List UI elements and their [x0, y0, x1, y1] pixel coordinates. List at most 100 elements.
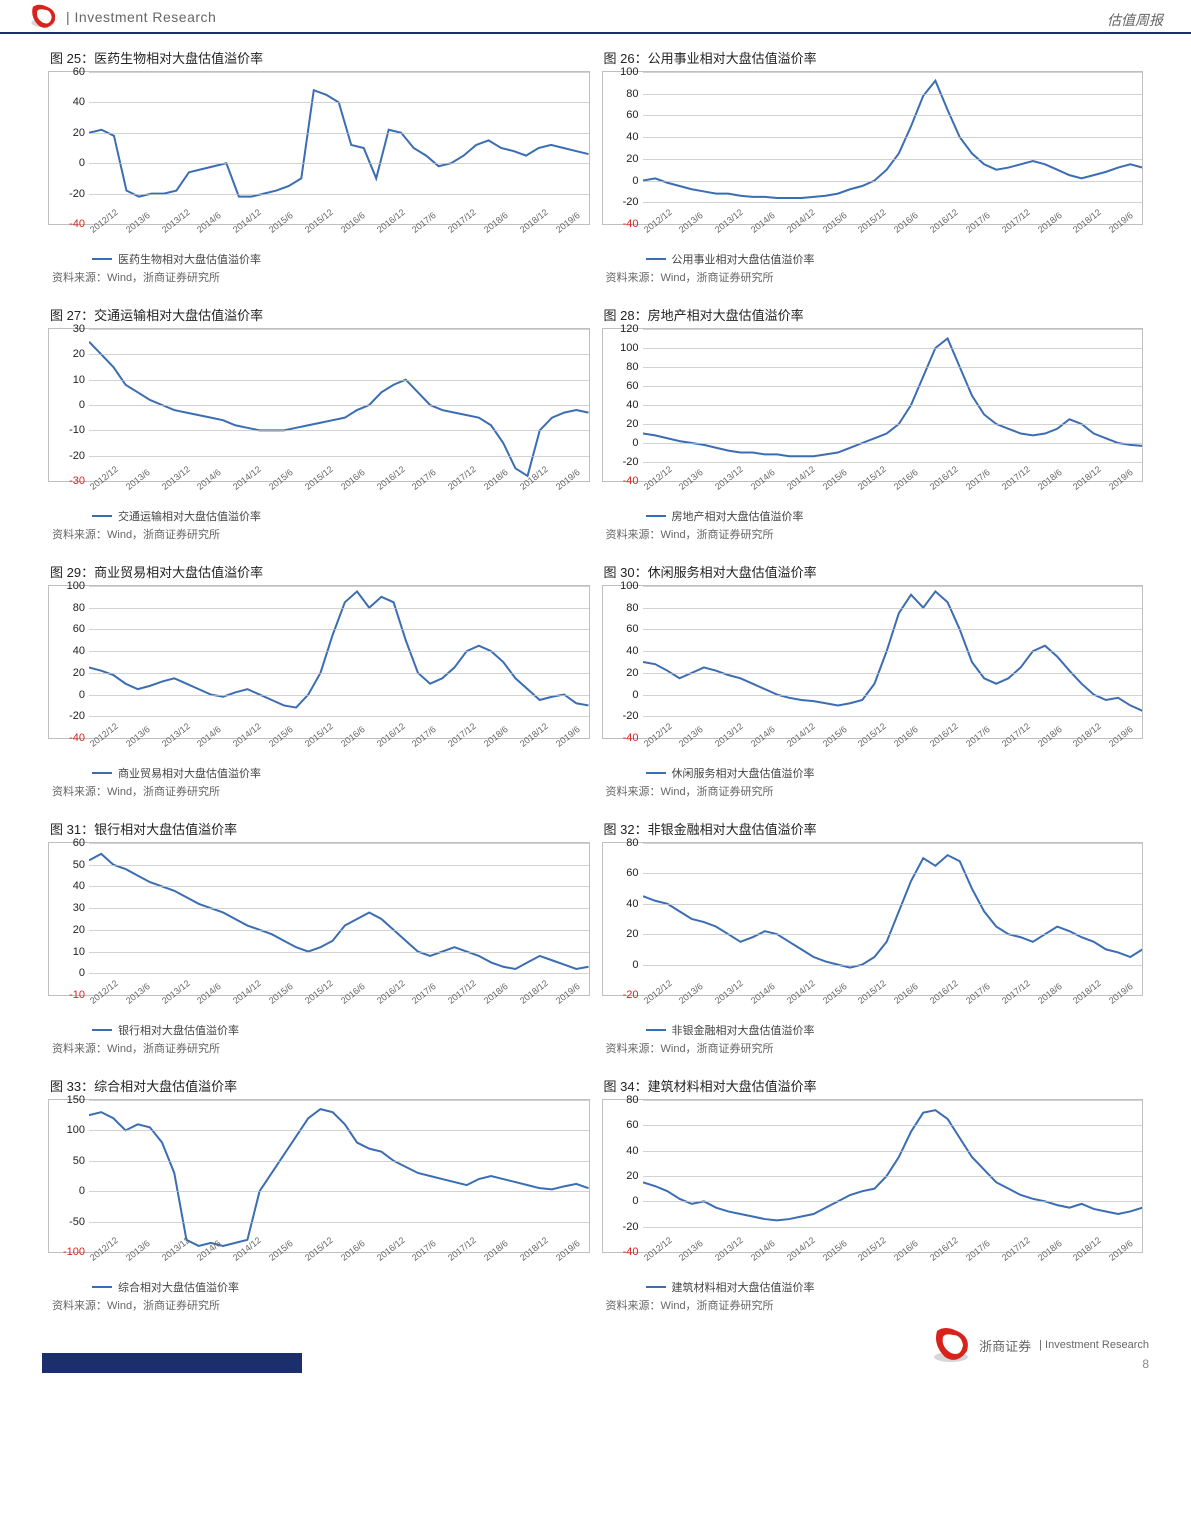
grid-line [89, 72, 589, 73]
grid-line [643, 1100, 1143, 1101]
y-tick-label: 0 [79, 1185, 85, 1197]
y-tick-label: -20 [623, 196, 639, 208]
y-tick-label: 60 [626, 867, 638, 879]
chart-frame: 100806040200-20-40 [602, 585, 1144, 739]
chart-legend: 医药生物相对大盘估值溢价率 [92, 251, 590, 267]
grid-line [643, 115, 1143, 116]
y-tick-label: -30 [69, 475, 85, 487]
grid-line [643, 1201, 1143, 1202]
footer-research: | Investment Research [1039, 1339, 1149, 1351]
legend-label: 房地产相对大盘估值溢价率 [672, 508, 804, 524]
chart-source: 资料来源：Wind，浙商证券研究所 [52, 269, 590, 285]
content-area: 图 25：医药生物相对大盘估值溢价率6040200-20-402012/1220… [0, 34, 1191, 1343]
y-tick-label: 40 [626, 131, 638, 143]
y-tick-label: -40 [69, 218, 85, 230]
y-tick-label: 80 [626, 88, 638, 100]
grid-line [643, 843, 1143, 844]
y-tick-label: 60 [73, 66, 85, 78]
chart-frame: 100806040200-20-40 [48, 585, 590, 739]
grid-line [643, 159, 1143, 160]
grid-line [89, 194, 589, 195]
chart-frame: 806040200-20 [602, 842, 1144, 996]
chart-frame: 6040200-20-40 [48, 71, 590, 225]
grid-line [643, 386, 1143, 387]
x-axis: 2012/122013/62013/122014/62014/122015/62… [642, 225, 1144, 249]
header-title: | Investment Research [66, 9, 216, 25]
grid-line [643, 348, 1143, 349]
chart-source: 资料来源：Wind，浙商证券研究所 [606, 526, 1144, 542]
y-tick-label: 40 [73, 880, 85, 892]
grid-line [643, 94, 1143, 95]
grid-line [643, 934, 1143, 935]
grid-line [89, 329, 589, 330]
footer-branding: 浙商证券 | Investment Research [931, 1327, 1149, 1363]
chart-source: 资料来源：Wind，浙商证券研究所 [52, 1040, 590, 1056]
y-tick-label: -20 [69, 188, 85, 200]
y-tick-label: 40 [626, 1145, 638, 1157]
chart-legend: 非银金融相对大盘估值溢价率 [646, 1022, 1144, 1038]
chart-title: 图 29：商业贸易相对大盘估值溢价率 [48, 562, 590, 581]
x-axis: 2012/122013/62013/122014/62014/122015/62… [642, 996, 1144, 1020]
chart-cell: 图 29：商业贸易相对大盘估值溢价率100806040200-20-402012… [42, 562, 596, 815]
y-axis: 806040200-20 [603, 843, 643, 995]
y-axis: 3020100-10-20-30 [49, 329, 89, 481]
x-axis: 2012/122013/62013/122014/62014/122015/62… [642, 739, 1144, 763]
legend-swatch [92, 515, 112, 517]
grid-line [643, 586, 1143, 587]
chart-title: 图 27：交通运输相对大盘估值溢价率 [48, 305, 590, 324]
grid-line [89, 695, 589, 696]
y-tick-label: 0 [79, 157, 85, 169]
chart-frame: 150100500-50-100 [48, 1099, 590, 1253]
legend-label: 公用事业相对大盘估值溢价率 [672, 251, 815, 267]
y-tick-label: -20 [69, 450, 85, 462]
plot-area [89, 1100, 589, 1252]
y-tick-label: -20 [69, 710, 85, 722]
legend-swatch [92, 772, 112, 774]
y-tick-label: 40 [626, 645, 638, 657]
chart-legend: 商业贸易相对大盘估值溢价率 [92, 765, 590, 781]
x-axis: 2012/122013/62013/122014/62014/122015/62… [642, 1253, 1144, 1277]
y-tick-label: -40 [623, 1246, 639, 1258]
grid-line [89, 843, 589, 844]
y-tick-label: 10 [73, 374, 85, 386]
y-tick-label: 20 [73, 348, 85, 360]
grid-line [89, 1130, 589, 1131]
chart-line [89, 586, 589, 738]
plot-area [89, 843, 589, 995]
chart-row: 图 33：综合相对大盘估值溢价率150100500-50-1002012/122… [42, 1076, 1149, 1329]
chart-title: 图 32：非银金融相对大盘估值溢价率 [602, 819, 1144, 838]
x-axis: 2012/122013/62013/122014/62014/122015/62… [88, 225, 590, 249]
y-tick-label: 0 [79, 399, 85, 411]
grid-line [89, 1191, 589, 1192]
grid-line [643, 673, 1143, 674]
chart-title: 图 34：建筑材料相对大盘估值溢价率 [602, 1076, 1144, 1095]
grid-line [643, 329, 1143, 330]
y-tick-label: 0 [632, 959, 638, 971]
legend-swatch [646, 258, 666, 260]
grid-line [89, 629, 589, 630]
grid-line [89, 430, 589, 431]
y-tick-label: 120 [620, 323, 638, 335]
footer-logo-icon [931, 1327, 971, 1363]
grid-line [643, 904, 1143, 905]
chart-line [89, 843, 589, 995]
y-tick-label: 40 [626, 399, 638, 411]
y-tick-label: -20 [623, 989, 639, 1001]
grid-line [643, 462, 1143, 463]
grid-line [89, 163, 589, 164]
page-header: | Investment Research 估值周报 [0, 0, 1191, 34]
grid-line [89, 973, 589, 974]
grid-line [89, 886, 589, 887]
grid-line [643, 965, 1143, 966]
y-tick-label: 80 [73, 602, 85, 614]
grid-line [89, 456, 589, 457]
y-tick-label: 40 [73, 645, 85, 657]
y-tick-label: 10 [73, 946, 85, 958]
chart-row: 图 25：医药生物相对大盘估值溢价率6040200-20-402012/1220… [42, 48, 1149, 301]
grid-line [643, 651, 1143, 652]
x-axis: 2012/122013/62013/122014/62014/122015/62… [88, 482, 590, 506]
grid-line [643, 137, 1143, 138]
y-tick-label: 0 [79, 689, 85, 701]
y-tick-label: 30 [73, 323, 85, 335]
chart-line [643, 843, 1143, 995]
